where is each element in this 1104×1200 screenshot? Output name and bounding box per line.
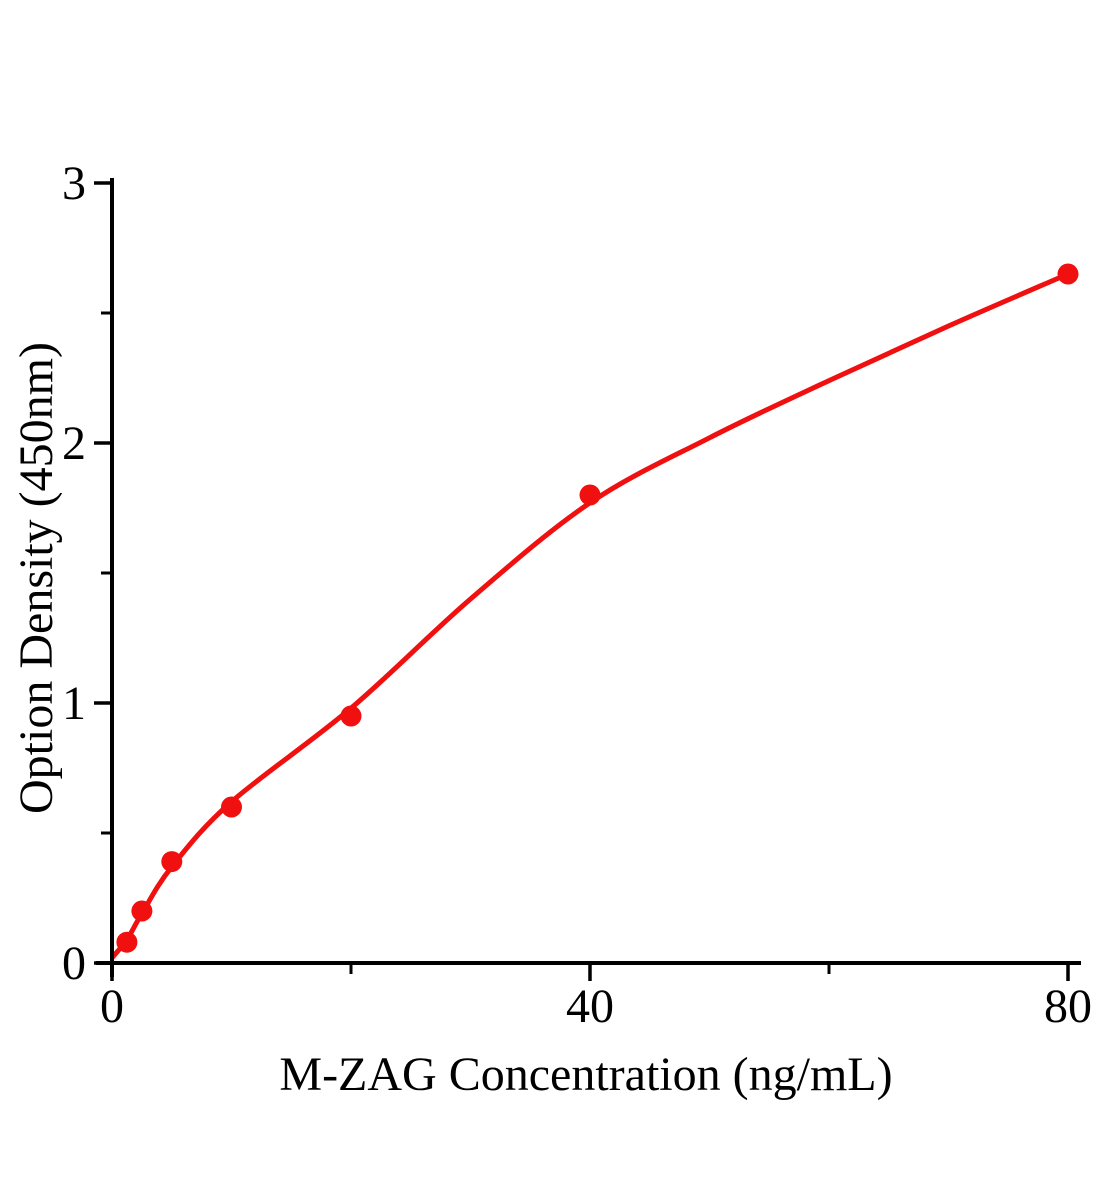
y-axis-title: Option Density (450nm) xyxy=(10,342,63,814)
x-tick-label: 0 xyxy=(100,980,124,1033)
plot-area xyxy=(112,263,1079,961)
data-point xyxy=(221,796,242,818)
axes xyxy=(94,178,1081,981)
data-point xyxy=(340,705,362,727)
x-axis-title: M-ZAG Concentration (ng/mL) xyxy=(279,1048,892,1101)
data-point xyxy=(116,931,138,953)
data-point xyxy=(131,900,153,922)
fit-curve xyxy=(112,271,1071,961)
y-tick-label: 1 xyxy=(62,677,86,730)
y-tick-label: 0 xyxy=(62,937,86,990)
y-tick-label: 3 xyxy=(62,157,86,210)
data-point xyxy=(161,851,183,873)
y-tick-label: 2 xyxy=(62,417,86,470)
data-point xyxy=(579,484,601,506)
x-tick-label: 40 xyxy=(566,980,614,1033)
data-point xyxy=(1057,263,1079,285)
x-tick-label: 80 xyxy=(1044,980,1092,1033)
tick-labels: 0 1 2 3 0 40 80 xyxy=(62,157,1092,1033)
